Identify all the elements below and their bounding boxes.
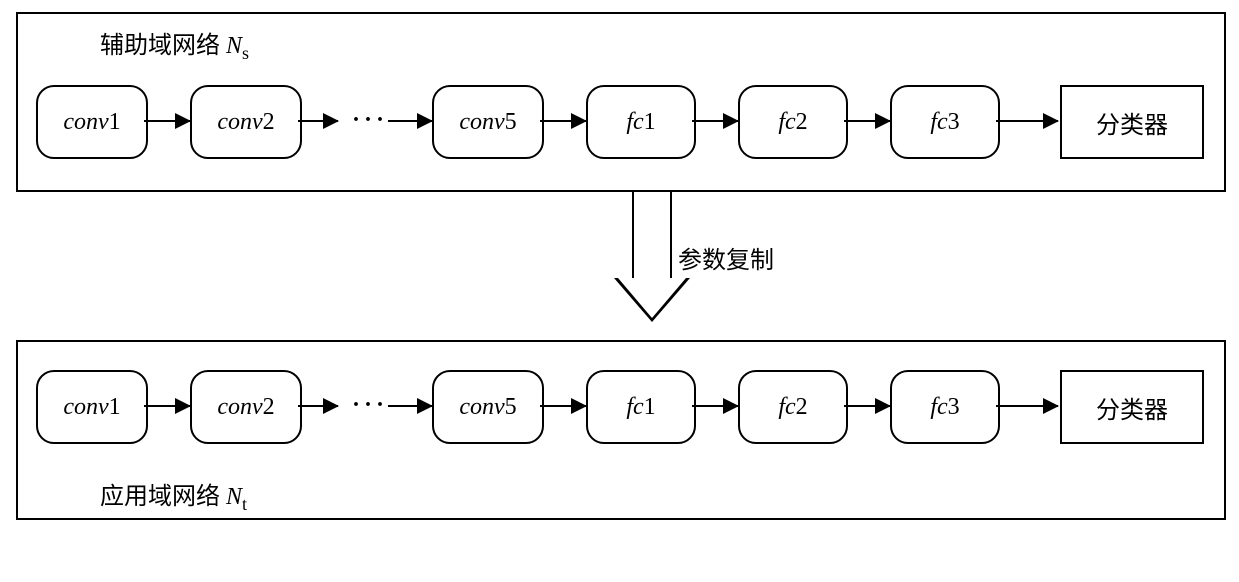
- tgt-arrow-4: [540, 405, 586, 407]
- src-node-fc3: fc3: [890, 85, 1000, 159]
- src-arrow-2: [298, 120, 338, 122]
- src-arrow-1: [144, 120, 190, 122]
- tgt-node-classifier: 分类器: [1060, 370, 1204, 444]
- tgt-arrow-2: [298, 405, 338, 407]
- source-domain-label: 辅助域网络 Ns: [100, 25, 249, 64]
- target-domain-label-sub: t: [242, 494, 247, 514]
- tgt-node-conv5: conv5: [432, 370, 544, 444]
- tgt-node-conv1: conv1: [36, 370, 148, 444]
- source-domain-label-var: N: [226, 33, 242, 59]
- tgt-arrow-7: [996, 405, 1058, 407]
- tgt-node-fc2: fc2: [738, 370, 848, 444]
- src-node-classifier: 分类器: [1060, 85, 1204, 159]
- src-node-conv1: conv1: [36, 85, 148, 159]
- tgt-arrow-6: [844, 405, 890, 407]
- src-node-conv5: conv5: [432, 85, 544, 159]
- tgt-node-conv2: conv2: [190, 370, 302, 444]
- src-node-fc1: fc1: [586, 85, 696, 159]
- target-domain-label: 应用域网络 Nt: [100, 476, 247, 515]
- source-domain-label-text: 辅助域网络: [100, 33, 226, 59]
- target-domain-label-text: 应用域网络: [100, 484, 226, 510]
- tgt-node-fc1: fc1: [586, 370, 696, 444]
- src-node-fc2: fc2: [738, 85, 848, 159]
- tgt-ellipsis: ···: [352, 392, 388, 419]
- tgt-arrow-5: [692, 405, 738, 407]
- src-arrow-3: [388, 120, 432, 122]
- src-arrow-6: [844, 120, 890, 122]
- target-domain-label-var: N: [226, 484, 242, 510]
- transfer-label: 参数复制: [678, 240, 774, 275]
- tgt-arrow-1: [144, 405, 190, 407]
- src-node-conv2: conv2: [190, 85, 302, 159]
- src-ellipsis: ···: [352, 107, 388, 134]
- src-arrow-7: [996, 120, 1058, 122]
- tgt-arrow-3: [388, 405, 432, 407]
- src-arrow-5: [692, 120, 738, 122]
- source-domain-label-sub: s: [242, 43, 249, 63]
- tgt-node-fc3: fc3: [890, 370, 1000, 444]
- diagram-canvas: 辅助域网络 Ns conv1 conv2 ··· conv5 fc1 fc2 f…: [0, 0, 1239, 582]
- src-arrow-4: [540, 120, 586, 122]
